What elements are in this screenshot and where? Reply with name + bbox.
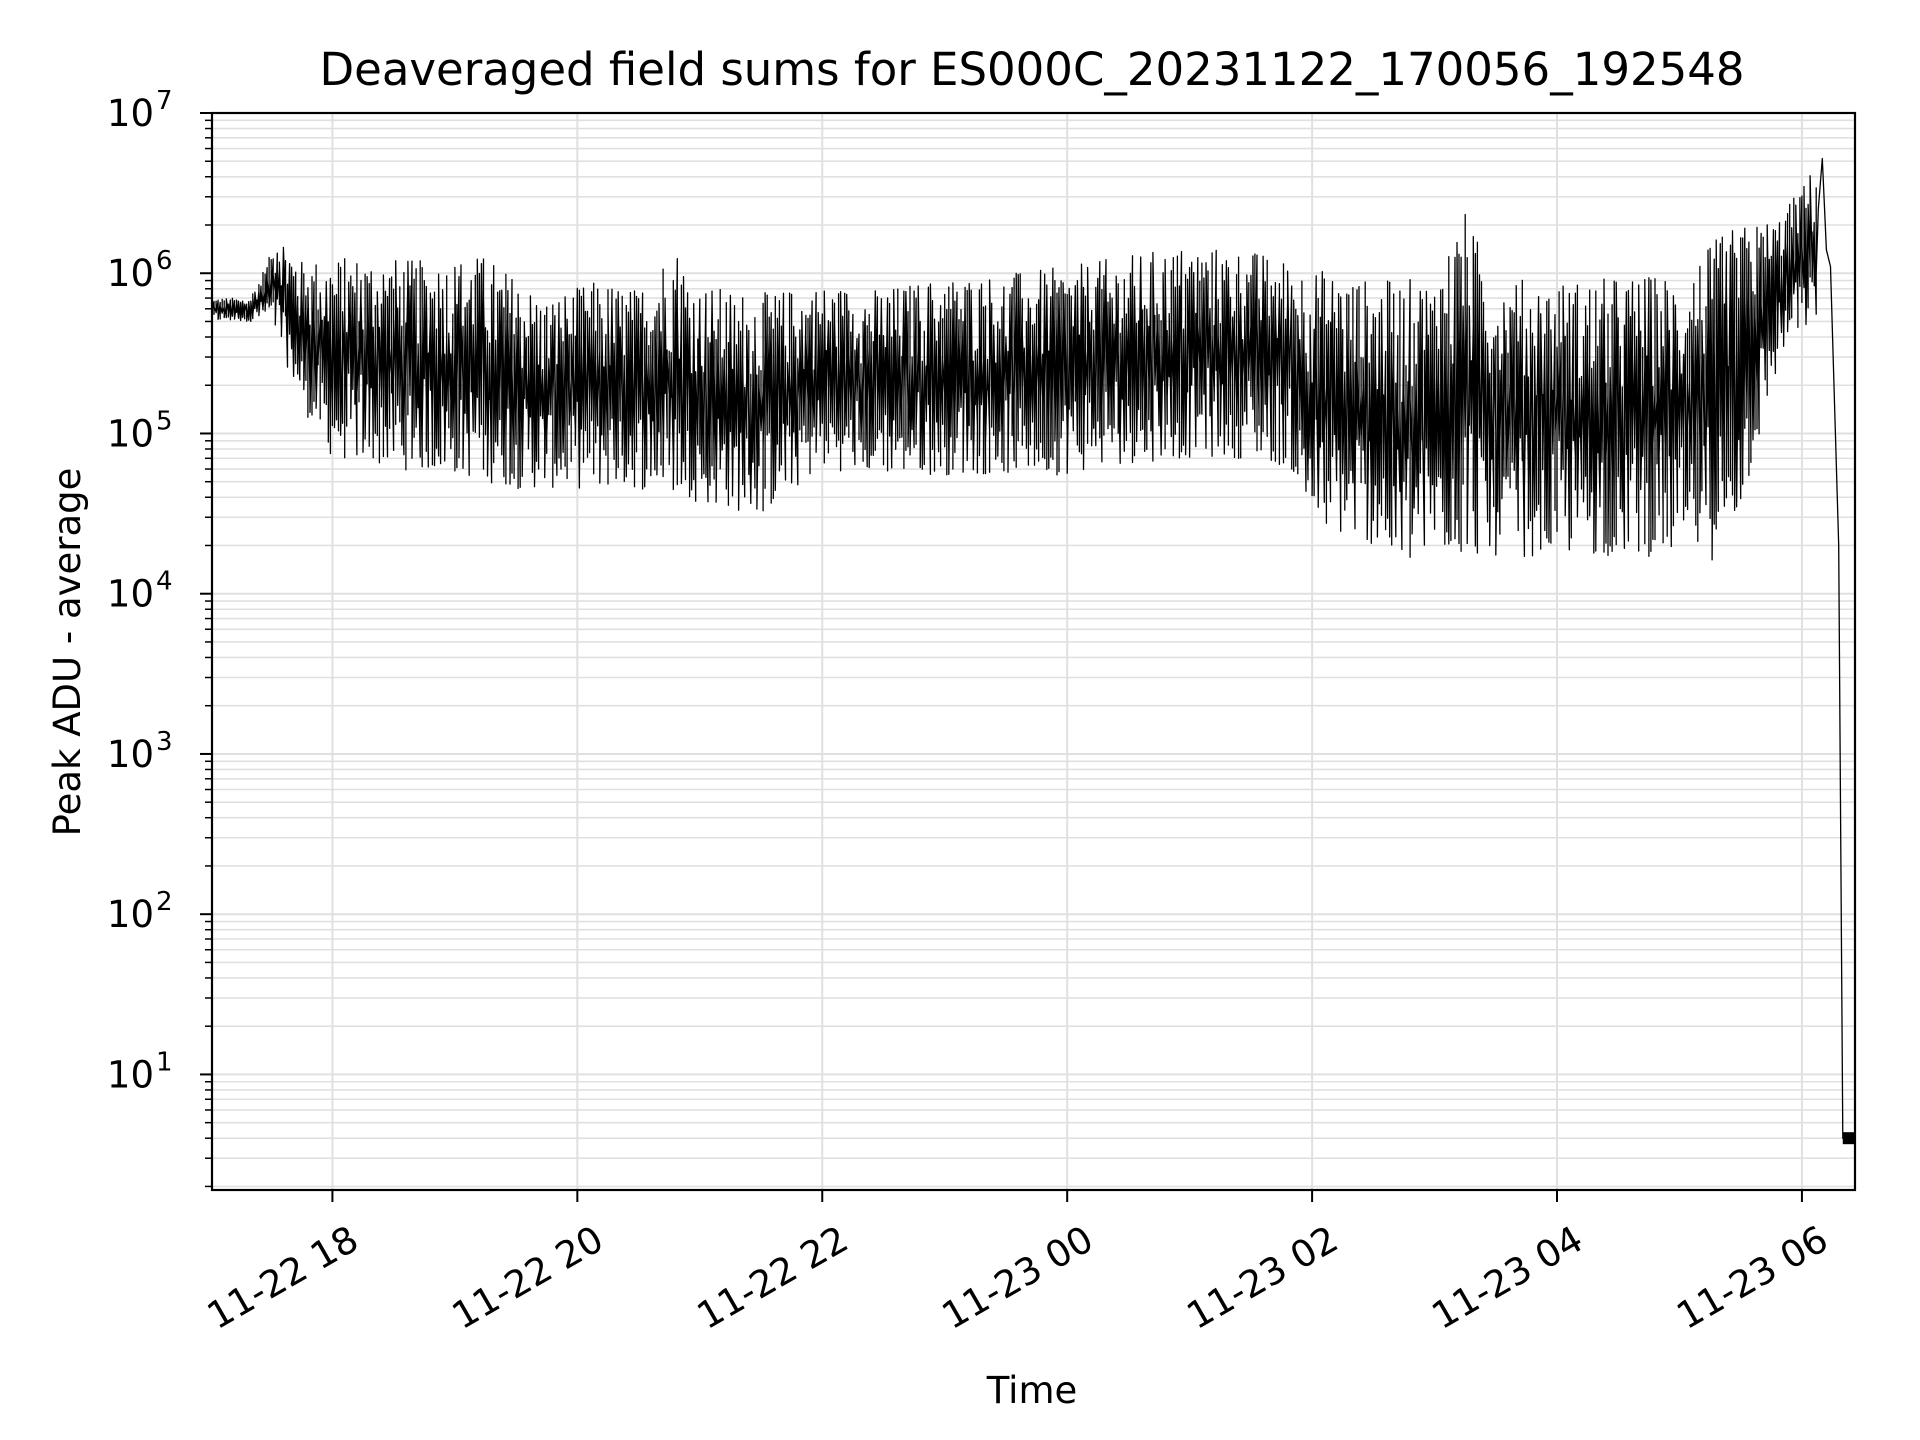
y-tick-base: 10 [107, 92, 154, 135]
x-axis-label: Time [986, 1369, 1078, 1412]
axis-ticks [200, 112, 1803, 1202]
grid [212, 112, 1855, 1190]
y-tick-label: 10 [107, 573, 154, 616]
series-floor-segment [1842, 1132, 1855, 1145]
y-tick-base: 10 [107, 412, 154, 455]
y-tick-exponent: 7 [156, 86, 173, 116]
y-tick-label: 10 [107, 1053, 154, 1096]
y-axis-label: Peak ADU - average [46, 468, 89, 837]
y-tick-label: 10 [107, 412, 154, 455]
y-tick-base: 10 [107, 733, 154, 776]
y-tick-label: 10 [107, 252, 154, 295]
y-tick-label: 10 [107, 92, 154, 135]
plot-frame [210, 111, 1857, 1192]
y-tick-label: 10 [107, 733, 154, 776]
y-tick-base: 10 [107, 1053, 154, 1096]
y-tick-base: 10 [107, 573, 154, 616]
y-tick-exponent: 5 [156, 406, 173, 436]
y-tick-base: 10 [107, 893, 154, 936]
y-tick-exponent: 1 [156, 1047, 173, 1077]
series-layer [211, 157, 1855, 1145]
y-tick-base: 10 [107, 252, 154, 295]
y-tick-label: 10 [107, 893, 154, 936]
y-tick-exponent: 6 [156, 246, 173, 276]
y-tick-exponent: 3 [156, 727, 173, 757]
y-tick-exponent: 2 [156, 887, 173, 917]
series-line [211, 157, 1855, 1139]
y-tick-exponent: 4 [156, 567, 173, 597]
chart-title: Deaveraged field sums for ES000C_2023112… [320, 43, 1745, 96]
